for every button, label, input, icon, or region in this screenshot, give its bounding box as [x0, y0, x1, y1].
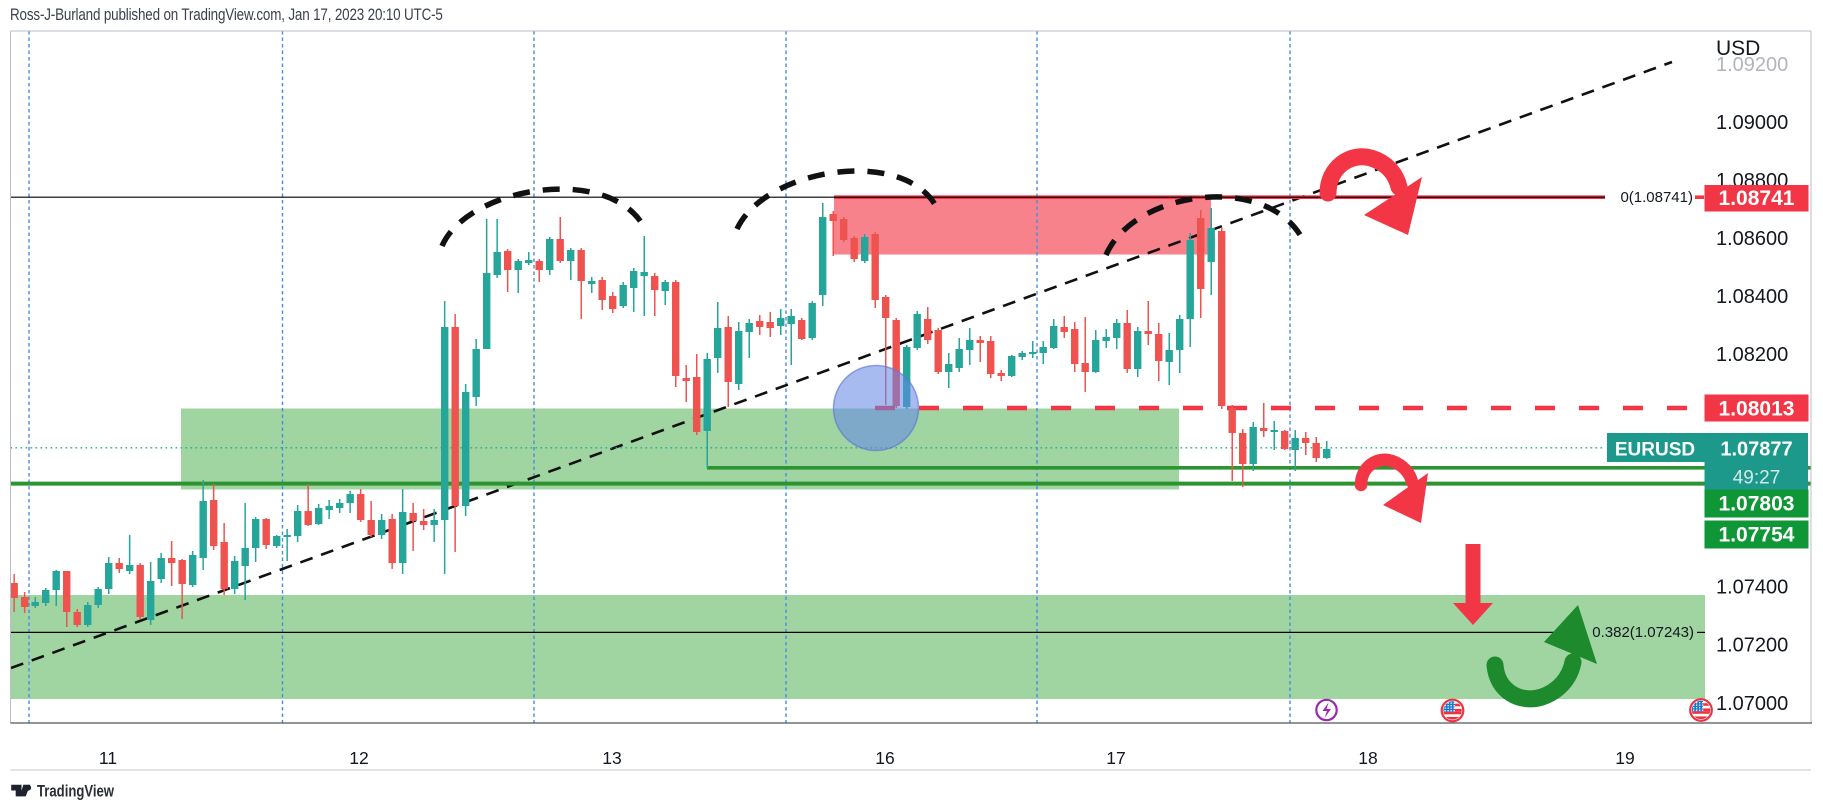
svg-text:1.07754: 1.07754 [1719, 524, 1795, 547]
svg-text:12: 12 [349, 748, 368, 768]
svg-text:TradingView: TradingView [37, 783, 114, 801]
svg-text:1.09000: 1.09000 [1716, 112, 1788, 134]
svg-text:1.08600: 1.08600 [1716, 228, 1788, 250]
svg-text:1.07200: 1.07200 [1716, 635, 1788, 657]
svg-text:16: 16 [875, 748, 894, 768]
svg-text:1.07400: 1.07400 [1716, 577, 1788, 599]
svg-text:49:27: 49:27 [1733, 468, 1781, 489]
svg-text:1.07803: 1.07803 [1719, 493, 1795, 516]
svg-text:0.382(1.07243): 0.382(1.07243) [1592, 624, 1694, 641]
svg-text:USD: USD [1716, 37, 1760, 60]
svg-text:11: 11 [99, 748, 117, 768]
svg-text:1.07000: 1.07000 [1716, 693, 1788, 715]
svg-text:18: 18 [1358, 748, 1377, 768]
svg-text:17: 17 [1106, 748, 1125, 768]
svg-text:EURUSD: EURUSD [1615, 440, 1695, 461]
svg-text:1.08400: 1.08400 [1716, 286, 1788, 308]
svg-text:1.09200: 1.09200 [1716, 54, 1788, 76]
svg-text:1.07877: 1.07877 [1720, 439, 1792, 461]
svg-text:1.08013: 1.08013 [1719, 398, 1795, 421]
svg-text:1.08741: 1.08741 [1719, 187, 1795, 210]
svg-text:0(1.08741): 0(1.08741) [1620, 189, 1693, 206]
svg-text:1.08200: 1.08200 [1716, 344, 1788, 366]
svg-text:19: 19 [1615, 748, 1634, 768]
svg-text:13: 13 [602, 748, 621, 768]
